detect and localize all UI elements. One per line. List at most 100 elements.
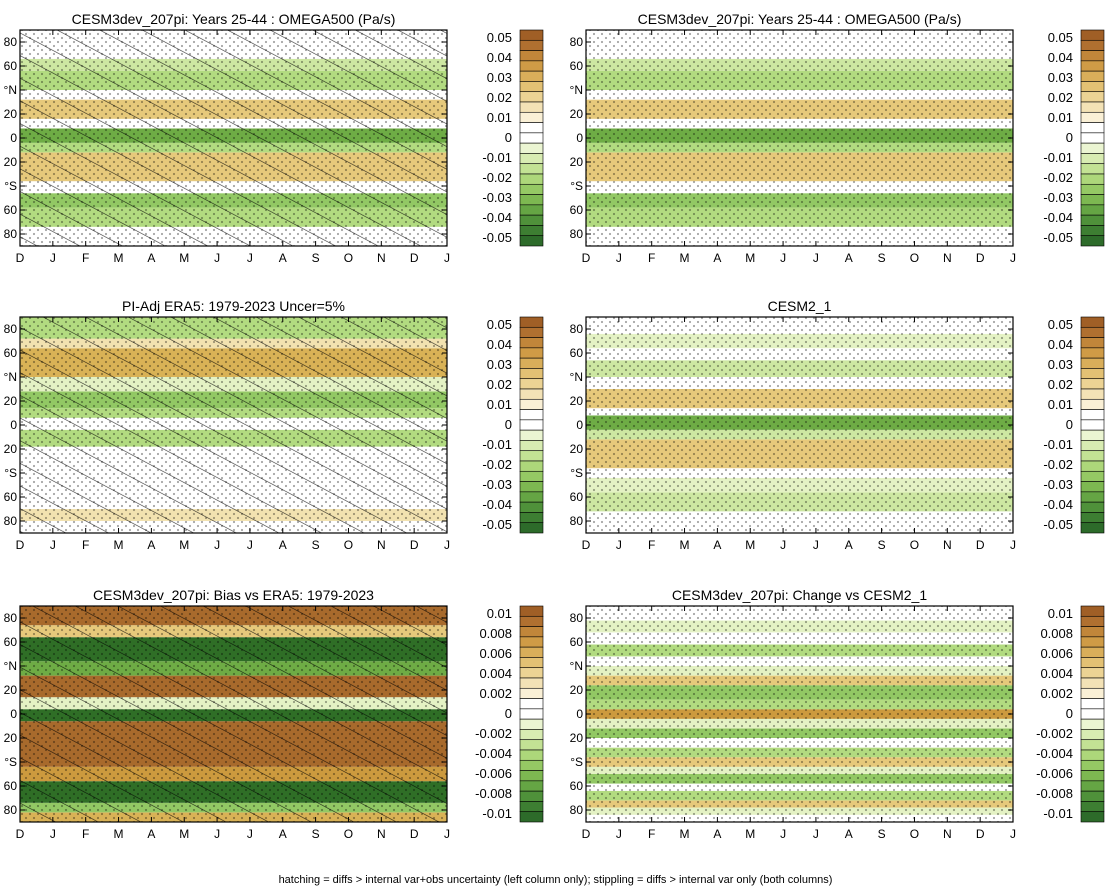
y-tick-label: 60 — [570, 346, 584, 360]
y-tick-label: 20 — [4, 107, 18, 121]
x-tick-label: S — [312, 251, 320, 265]
x-tick-label: D — [976, 251, 985, 265]
colorbar-label: -0.04 — [482, 497, 512, 512]
x-tick-label: A — [845, 251, 853, 265]
colorbar-segment — [519, 225, 544, 237]
colorbar-segment — [519, 739, 544, 751]
x-tick-label: A — [845, 827, 853, 841]
y-tick-label: 0 — [576, 418, 583, 432]
colorbar-label: 0.002 — [479, 686, 512, 701]
colorbar-segment — [1080, 81, 1105, 93]
x-tick-label: M — [745, 538, 755, 552]
colorbar-label: 0 — [505, 130, 512, 145]
colorbar-label: -0.03 — [482, 477, 512, 492]
colorbar-segment — [519, 316, 544, 328]
colorbar-label: 0.002 — [1040, 686, 1073, 701]
colorbar-segment — [519, 368, 544, 380]
colorbar-label: 0.01 — [1048, 397, 1073, 412]
colorbar-label: -0.006 — [1036, 766, 1073, 781]
colorbar-label: -0.008 — [475, 786, 512, 801]
x-tick-label: A — [147, 827, 155, 841]
colorbar-label: 0.03 — [1048, 70, 1073, 85]
y-tick-label: 20 — [4, 731, 18, 745]
colorbar-segment — [519, 204, 544, 216]
y-tick-label: °S — [570, 755, 583, 769]
colorbar-segment — [519, 491, 544, 503]
colorbar-label: -0.02 — [1043, 457, 1073, 472]
y-tick-label: 80 — [4, 514, 18, 528]
y-tick-label: 20 — [570, 683, 584, 697]
y-tick-label: 80 — [4, 611, 18, 625]
colorbar-segment — [1080, 29, 1105, 41]
colorbar-segment — [1080, 50, 1105, 62]
colorbar-label: 0.004 — [1040, 666, 1073, 681]
y-tick-label: 80 — [570, 227, 584, 241]
colorbar-segment — [519, 450, 544, 462]
y-tick-label: 80 — [4, 35, 18, 49]
colorbar-label: 0.05 — [487, 30, 512, 45]
colorbar-label: 0 — [505, 417, 512, 432]
colorbar-segment — [1080, 657, 1105, 669]
y-tick-label: 20 — [570, 107, 584, 121]
x-tick-label: M — [680, 251, 690, 265]
colorbar-segment — [519, 388, 544, 400]
x-tick-label: M — [680, 538, 690, 552]
colorbar-segment — [1080, 111, 1105, 123]
colorbar-label: 0.01 — [487, 397, 512, 412]
y-tick-label: °N — [4, 659, 17, 673]
colorbar-label: 0.05 — [1048, 30, 1073, 45]
colorbar-segment — [519, 687, 544, 699]
colorbar-label: -0.008 — [1036, 786, 1073, 801]
colorbar-segment — [1080, 142, 1105, 154]
x-tick-label: N — [943, 538, 952, 552]
colorbar-label: -0.01 — [482, 806, 512, 821]
colorbar-label: 0.01 — [487, 606, 512, 621]
colorbar-label: -0.004 — [475, 746, 512, 761]
panel-4: CESM2_1 D J F M A M J J A S O N D J 80 60 °N 20 0 20 °S 60 80 0.… — [570, 298, 1105, 552]
x-tick-label: J — [813, 538, 819, 552]
colorbar-segment — [1080, 501, 1105, 513]
y-tick-label: 0 — [10, 418, 17, 432]
x-tick-label: M — [179, 538, 189, 552]
colorbar-label: -0.02 — [482, 457, 512, 472]
colorbar-segment — [1080, 522, 1105, 534]
colorbar-label: -0.03 — [482, 190, 512, 205]
colorbar-segment — [519, 729, 544, 741]
colorbar-segment — [519, 429, 544, 441]
colorbar-segment — [1080, 481, 1105, 493]
y-tick-label: 20 — [570, 394, 584, 408]
colorbar-segment — [1080, 491, 1105, 503]
colorbar-segment — [1080, 388, 1105, 400]
colorbar-label: 0.01 — [487, 110, 512, 125]
colorbar-segment — [1080, 70, 1105, 82]
colorbar-segment — [1080, 204, 1105, 216]
colorbar: 0.05 0.04 0.03 0.02 0.01 0 -0.01 -0.02 -0.03 -0.0… — [1043, 29, 1105, 247]
colorbar-segment — [519, 677, 544, 689]
x-tick-label: D — [582, 827, 591, 841]
colorbar-label: -0.002 — [1036, 726, 1073, 741]
panel-title: CESM2_1 — [768, 298, 832, 314]
colorbar-segment — [1080, 235, 1105, 247]
x-tick-label: D — [582, 251, 591, 265]
colorbar-label: 0.008 — [1040, 626, 1073, 641]
colorbar-segment — [519, 759, 544, 771]
colorbar-label: 0 — [1066, 706, 1073, 721]
colorbar-label: -0.05 — [1043, 230, 1073, 245]
y-tick-label: 20 — [570, 442, 584, 456]
colorbar: 0.01 0.008 0.006 0.004 0.002 0 -0.002 -0.004 -0.… — [475, 605, 544, 823]
colorbar-segment — [519, 512, 544, 524]
colorbar-segment — [1080, 183, 1105, 195]
colorbar-label: -0.01 — [482, 150, 512, 165]
x-tick-label: S — [878, 827, 886, 841]
x-tick-label: D — [410, 251, 419, 265]
x-tick-label: M — [114, 251, 124, 265]
colorbar-segment — [1080, 450, 1105, 462]
colorbar-segment — [519, 347, 544, 359]
colorbar-label: -0.03 — [1043, 190, 1073, 205]
y-tick-label: 80 — [570, 514, 584, 528]
colorbar-segment — [519, 337, 544, 349]
y-tick-label: °S — [4, 755, 17, 769]
colorbar-segment — [1080, 132, 1105, 144]
x-tick-label: M — [114, 538, 124, 552]
colorbar-segment — [1080, 718, 1105, 730]
